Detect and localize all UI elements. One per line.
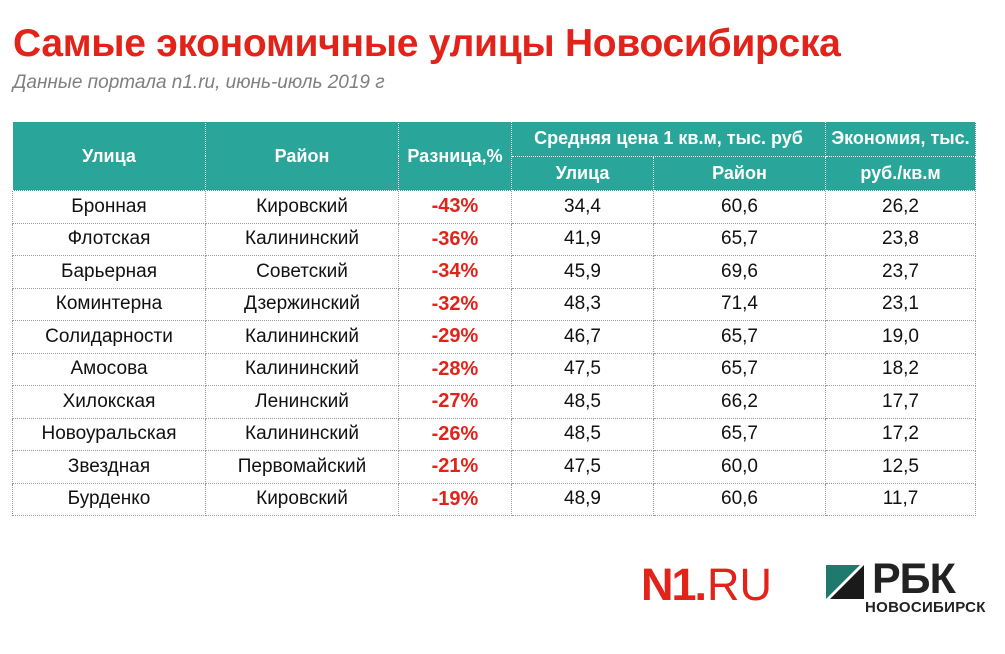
header-savings-line1: Экономия, тыс. [825, 121, 977, 157]
cell-price-street: 46,7 [511, 320, 654, 354]
cell-price-district: 71,4 [652, 287, 827, 321]
cell-street: Звездная [12, 450, 206, 484]
cell-price-district: 60,6 [652, 190, 827, 224]
cell-diff: -21% [398, 450, 512, 484]
header-street: Улица [12, 121, 206, 191]
table-row: Новоуральская Калининский -26% 48,5 65,7 17,2 [12, 417, 977, 451]
header-savings-line2: руб./кв.м [825, 155, 977, 191]
header-district: Район [205, 121, 399, 191]
cell-savings: 17,2 [825, 417, 977, 451]
cell-price-district: 65,7 [652, 222, 827, 256]
cell-diff: -19% [398, 482, 512, 516]
cell-price-street: 47,5 [511, 352, 654, 386]
header-avg-district: Район [652, 155, 827, 191]
cell-price-district: 69,6 [652, 255, 827, 289]
cell-diff: -27% [398, 385, 512, 419]
cell-district: Калининский [205, 320, 399, 354]
header-avg-street: Улица [511, 155, 654, 191]
cell-street: Хилокская [12, 385, 206, 419]
n1-logo-dot: . [694, 559, 708, 610]
cell-savings: 23,1 [825, 287, 977, 321]
cell-savings: 19,0 [825, 320, 977, 354]
rbk-logo-city: НОВОСИБИРСК [865, 599, 986, 616]
table-row: Солидарности Калининский -29% 46,7 65,7 19,0 [12, 320, 977, 354]
page-title: Самые экономичные улицы Новосибирска [13, 22, 841, 65]
cell-price-street: 48,5 [511, 417, 654, 451]
cell-street: Флотская [12, 222, 206, 256]
cell-price-district: 65,7 [652, 320, 827, 354]
cell-price-street: 41,9 [511, 222, 654, 256]
cell-district: Калининский [205, 222, 399, 256]
cell-price-street: 48,5 [511, 385, 654, 419]
cell-street: Бронная [12, 190, 206, 224]
cell-street: Солидарности [12, 320, 206, 354]
cell-diff: -34% [398, 255, 512, 289]
cell-diff: -43% [398, 190, 512, 224]
rbk-logo: РБК НОВОСИБИРСК [826, 558, 996, 622]
cell-street: Новоуральская [12, 417, 206, 451]
streets-table: Улица Район Разница,% Средняя цена 1 кв.… [12, 121, 977, 516]
cell-diff: -28% [398, 352, 512, 386]
cell-price-district: 65,7 [652, 352, 827, 386]
cell-savings: 12,5 [825, 450, 977, 484]
cell-diff: -26% [398, 417, 512, 451]
cell-street: Коминтерна [12, 287, 206, 321]
cell-street: Амосова [12, 352, 206, 386]
cell-savings: 18,2 [825, 352, 977, 386]
n1-logo-mark: N1 [641, 559, 697, 610]
table-row: Бронная Кировский -43% 34,4 60,6 26,2 [12, 190, 977, 224]
table-body: Бронная Кировский -43% 34,4 60,6 26,2 Флотская… [12, 190, 977, 516]
cell-savings: 11,7 [825, 482, 977, 516]
cell-price-district: 66,2 [652, 385, 827, 419]
table-row: Хилокская Ленинский -27% 48,5 66,2 17,7 [12, 385, 977, 419]
cell-district: Кировский [205, 482, 399, 516]
cell-street: Бурденко [12, 482, 206, 516]
cell-price-district: 60,0 [652, 450, 827, 484]
table-row: Флотская Калининский -36% 41,9 65,7 23,8 [12, 222, 977, 256]
cell-savings: 23,8 [825, 222, 977, 256]
cell-price-district: 65,7 [652, 417, 827, 451]
cell-price-street: 48,9 [511, 482, 654, 516]
cell-district: Кировский [205, 190, 399, 224]
cell-savings: 23,7 [825, 255, 977, 289]
cell-diff: -32% [398, 287, 512, 321]
cell-diff: -36% [398, 222, 512, 256]
n1-logo-domain: RU [707, 559, 773, 610]
table-row: Барьерная Советский -34% 45,9 69,6 23,7 [12, 255, 977, 289]
table-row: Бурденко Кировский -19% 48,9 60,6 11,7 [12, 482, 977, 516]
cell-price-street: 48,3 [511, 287, 654, 321]
table-row: Коминтерна Дзержинский -32% 48,3 71,4 23,1 [12, 287, 977, 321]
cell-price-street: 47,5 [511, 450, 654, 484]
cell-district: Советский [205, 255, 399, 289]
page-subtitle: Данные портала n1.ru, июнь-июль 2019 г [13, 72, 385, 93]
cell-price-street: 45,9 [511, 255, 654, 289]
cell-price-district: 60,6 [652, 482, 827, 516]
header-diff: Разница,% [398, 121, 512, 191]
cell-district: Калининский [205, 417, 399, 451]
cell-district: Первомайский [205, 450, 399, 484]
cell-savings: 26,2 [825, 190, 977, 224]
header-avg-price: Средняя цена 1 кв.м, тыс. руб [510, 121, 827, 157]
cell-street: Барьерная [12, 255, 206, 289]
table-row: Амосова Калининский -28% 47,5 65,7 18,2 [12, 352, 977, 386]
cell-district: Калининский [205, 352, 399, 386]
rbk-logo-name: РБК [872, 555, 956, 603]
table-row: Звездная Первомайский -21% 47,5 60,0 12,5 [12, 450, 977, 484]
cell-savings: 17,7 [825, 385, 977, 419]
n1-logo: N1.RU [641, 562, 772, 607]
cell-price-street: 34,4 [511, 190, 654, 224]
rbk-logo-icon [826, 565, 864, 599]
cell-district: Дзержинский [205, 287, 399, 321]
cell-district: Ленинский [205, 385, 399, 419]
cell-diff: -29% [398, 320, 512, 354]
